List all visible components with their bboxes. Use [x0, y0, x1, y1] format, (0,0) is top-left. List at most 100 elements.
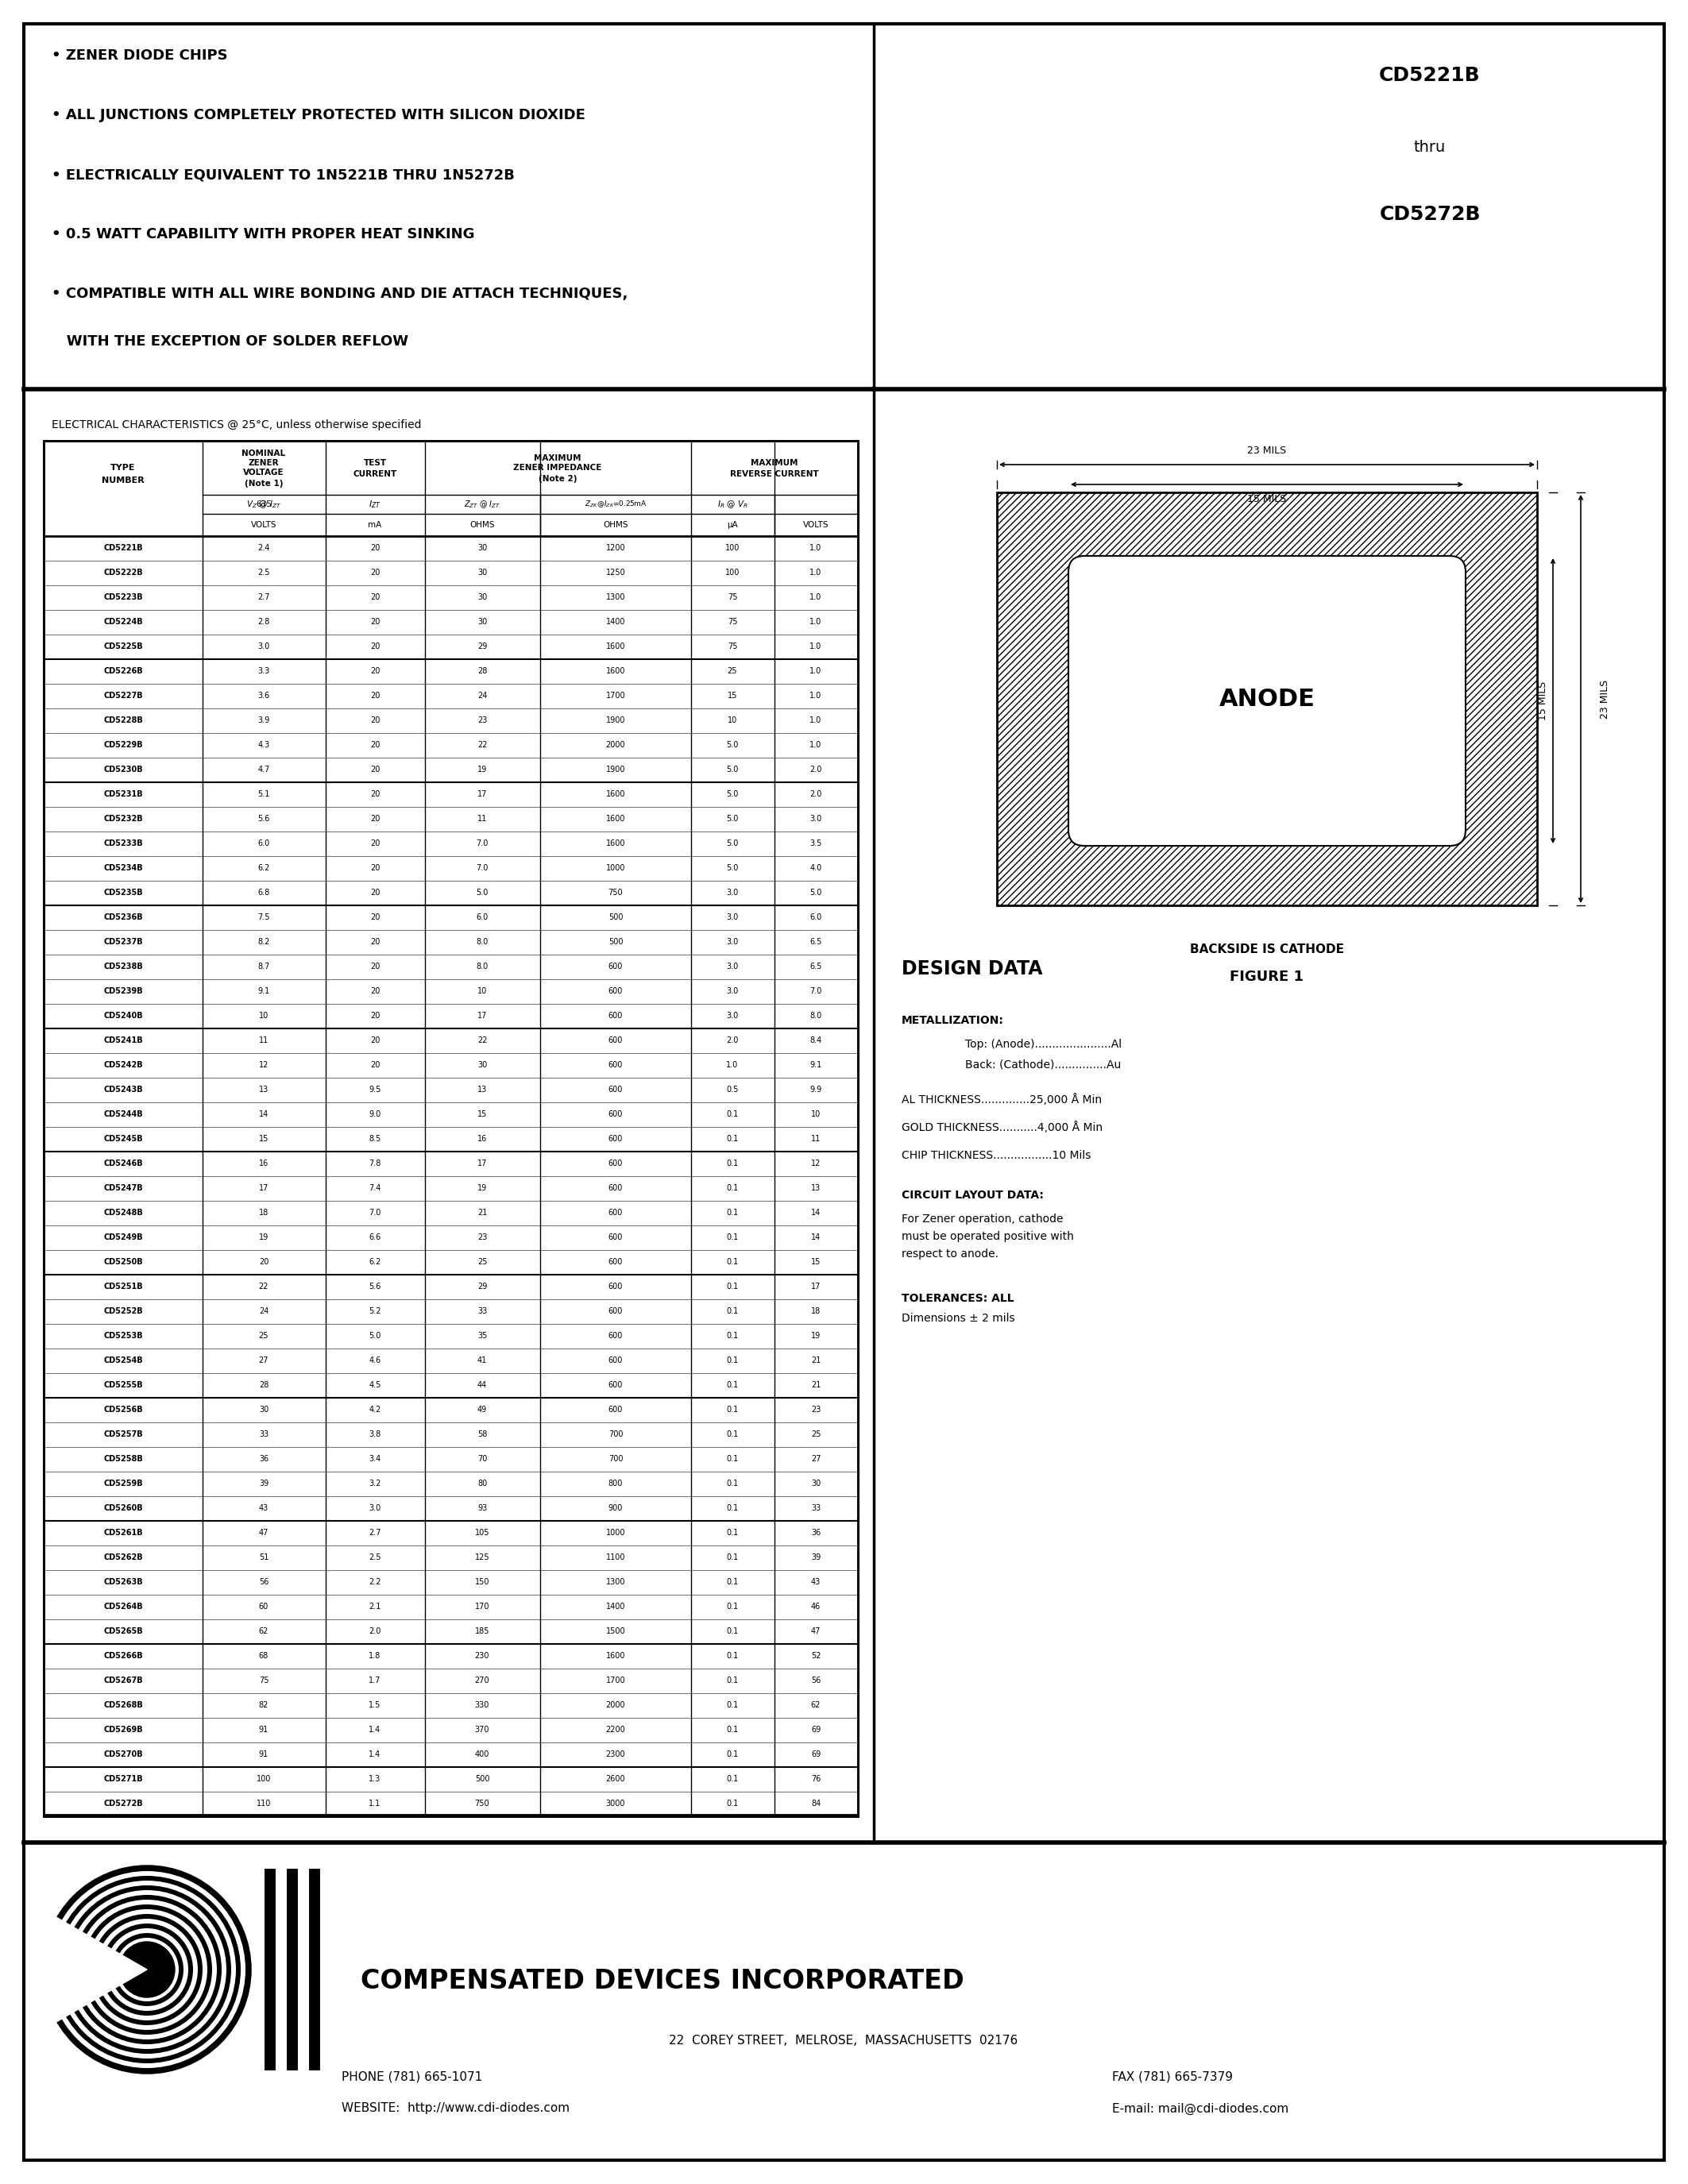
Text: 2.0: 2.0	[368, 1627, 381, 1636]
Text: 1.1: 1.1	[370, 1800, 381, 1808]
Text: 20: 20	[370, 1011, 380, 1020]
Text: ZENER IMPEDANCE: ZENER IMPEDANCE	[513, 463, 603, 472]
Text: thru: thru	[1415, 140, 1447, 155]
Text: 2000: 2000	[606, 1701, 625, 1710]
Text: 30: 30	[478, 1061, 488, 1068]
Text: 4.5: 4.5	[368, 1380, 381, 1389]
Text: 9.9: 9.9	[810, 1085, 822, 1094]
Text: 20: 20	[370, 937, 380, 946]
Text: 105: 105	[474, 1529, 490, 1538]
Text: 700: 700	[608, 1455, 623, 1463]
Text: 600: 600	[608, 1282, 623, 1291]
Bar	[44, 441, 858, 1817]
Text: 100: 100	[726, 544, 739, 553]
Text: 20: 20	[370, 1061, 380, 1068]
Text: 1.5: 1.5	[368, 1701, 381, 1710]
Text: 125: 125	[474, 1553, 490, 1562]
Text: 36: 36	[810, 1529, 820, 1538]
Text: CD5255B: CD5255B	[103, 1380, 143, 1389]
Text: CD5254B: CD5254B	[103, 1356, 143, 1365]
Text: 5.0: 5.0	[726, 740, 739, 749]
Text: 11: 11	[258, 1037, 268, 1044]
Text: mA: mA	[368, 522, 381, 529]
Text: 900: 900	[608, 1505, 623, 1511]
Text: 3.3: 3.3	[258, 666, 270, 675]
Text: 28: 28	[478, 666, 488, 675]
Text: 1.3: 1.3	[370, 1776, 381, 1782]
Circle shape	[138, 1961, 155, 1977]
Text: 0.1: 0.1	[726, 1184, 738, 1192]
Text: 17: 17	[478, 791, 488, 797]
Text: 500: 500	[608, 937, 623, 946]
Text: 6.0: 6.0	[810, 913, 822, 922]
Text: 2.0: 2.0	[726, 1037, 739, 1044]
Text: 5.0: 5.0	[726, 865, 739, 871]
Text: Dimensions ± 2 mils: Dimensions ± 2 mils	[901, 1313, 1014, 1324]
Text: E-mail: mail@cdi-diodes.com: E-mail: mail@cdi-diodes.com	[1112, 2103, 1288, 2114]
Text: 18: 18	[258, 1208, 268, 1216]
Text: 19: 19	[810, 1332, 820, 1339]
Text: $I_R$ @ $V_R$: $I_R$ @ $V_R$	[717, 498, 748, 509]
Text: • COMPATIBLE WITH ALL WIRE BONDING AND DIE ATTACH TECHNIQUES,: • COMPATIBLE WITH ALL WIRE BONDING AND D…	[52, 286, 628, 301]
Text: ELECTRICAL CHARACTERISTICS @ 25°C, unless otherwise specified: ELECTRICAL CHARACTERISTICS @ 25°C, unles…	[52, 419, 422, 430]
Text: 0.1: 0.1	[726, 1776, 738, 1782]
Text: CD5242B: CD5242B	[103, 1061, 143, 1068]
Text: 0.1: 0.1	[726, 1505, 738, 1511]
Text: 3.0: 3.0	[726, 963, 738, 970]
Text: 0.1: 0.1	[726, 1356, 738, 1365]
Text: CD5264B: CD5264B	[103, 1603, 143, 1610]
Text: 23 MILS: 23 MILS	[1247, 446, 1286, 456]
Text: 1.8: 1.8	[370, 1651, 381, 1660]
Text: 20: 20	[370, 568, 380, 577]
Text: 600: 600	[608, 1136, 623, 1142]
Text: 20: 20	[370, 815, 380, 823]
Text: 12: 12	[810, 1160, 820, 1168]
Text: CD5267B: CD5267B	[103, 1677, 143, 1684]
Text: 3.6: 3.6	[258, 692, 270, 699]
Text: CD5248B: CD5248B	[103, 1208, 143, 1216]
Text: • ZENER DIODE CHIPS: • ZENER DIODE CHIPS	[52, 48, 228, 63]
Text: 23 MILS: 23 MILS	[1600, 679, 1610, 719]
Text: 51: 51	[258, 1553, 268, 1562]
Text: CD5228B: CD5228B	[103, 716, 143, 725]
Text: 600: 600	[608, 1037, 623, 1044]
Text: 5.0: 5.0	[368, 1332, 381, 1339]
Text: 7.0: 7.0	[810, 987, 822, 996]
Text: 600: 600	[608, 1160, 623, 1168]
Text: CD5265B: CD5265B	[103, 1627, 143, 1636]
Text: 0.1: 0.1	[726, 1479, 738, 1487]
Text: 0.1: 0.1	[726, 1234, 738, 1241]
Text: 170: 170	[474, 1603, 490, 1610]
Text: CD5270B: CD5270B	[103, 1749, 143, 1758]
Text: TOLERANCES: ALL: TOLERANCES: ALL	[901, 1293, 1014, 1304]
Text: 1.0: 1.0	[810, 618, 822, 627]
Text: 0.1: 0.1	[726, 1308, 738, 1315]
Text: 62: 62	[810, 1701, 820, 1710]
Text: CD5233B: CD5233B	[103, 839, 143, 847]
Text: 2.0: 2.0	[810, 791, 822, 797]
Text: 1.0: 1.0	[810, 568, 822, 577]
Text: 20: 20	[370, 594, 380, 601]
Text: 20: 20	[370, 865, 380, 871]
Circle shape	[49, 1872, 245, 2068]
Text: CD5249B: CD5249B	[103, 1234, 143, 1241]
Text: 0.5: 0.5	[726, 1085, 739, 1094]
Text: 1600: 1600	[606, 1651, 625, 1660]
Text: CD5272B: CD5272B	[103, 1800, 143, 1808]
Text: CD5236B: CD5236B	[103, 913, 143, 922]
Text: 9.1: 9.1	[258, 987, 270, 996]
Text: 2.2: 2.2	[368, 1579, 381, 1586]
Text: must be operated positive with: must be operated positive with	[901, 1232, 1074, 1243]
Text: • 0.5 WATT CAPABILITY WITH PROPER HEAT SINKING: • 0.5 WATT CAPABILITY WITH PROPER HEAT S…	[52, 227, 474, 242]
Wedge shape	[41, 1915, 147, 2022]
Text: 2.4: 2.4	[258, 544, 270, 553]
Text: 20: 20	[370, 740, 380, 749]
Circle shape	[110, 1933, 184, 2007]
Text: 24: 24	[258, 1308, 268, 1315]
Text: 600: 600	[608, 1356, 623, 1365]
Text: 600: 600	[608, 1184, 623, 1192]
Text: 0.1: 0.1	[726, 1627, 738, 1636]
Text: 30: 30	[478, 618, 488, 627]
Text: 2.8: 2.8	[258, 618, 270, 627]
Text: 56: 56	[810, 1677, 820, 1684]
